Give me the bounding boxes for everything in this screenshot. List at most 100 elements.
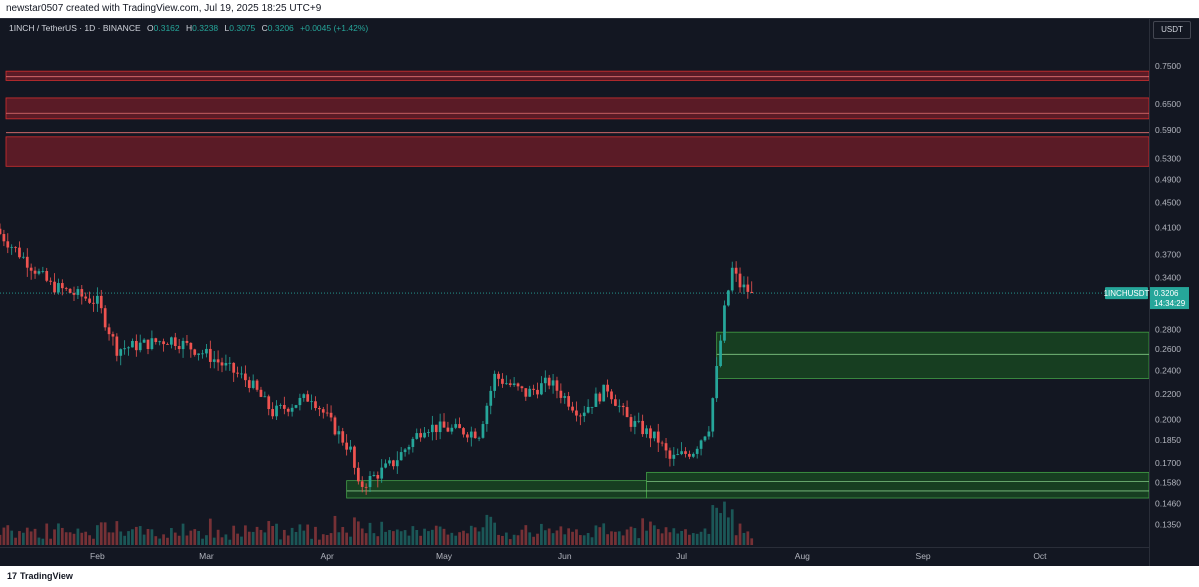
volume-bar <box>430 529 434 545</box>
resistance-zone-1 <box>5 97 1150 120</box>
volume-bar <box>259 529 263 545</box>
candle-countdown-label: 14:34:29 <box>1154 299 1186 308</box>
candle-body <box>267 396 271 410</box>
candle-body <box>314 401 317 409</box>
time-tick-label: Mar <box>199 551 214 561</box>
candle-body <box>368 475 372 488</box>
candle-body <box>208 348 212 362</box>
volume-bar <box>384 531 387 545</box>
price-chart[interactable]: 0.7500 0.6500 0.5900 0.5300 0.4900 0.4500 0.41… <box>0 19 1199 566</box>
candle-body <box>493 373 497 391</box>
price-tick-label: 0.3700 <box>1155 250 1181 260</box>
candle-body <box>131 340 134 348</box>
volume-bar <box>33 528 37 545</box>
candle-body <box>181 340 185 350</box>
candle-body <box>481 424 485 438</box>
volume-bar <box>524 525 528 545</box>
candle-body <box>201 353 204 355</box>
volume-bar <box>645 530 648 545</box>
volume-bar <box>80 532 84 545</box>
currency-unit-button[interactable]: USDT <box>1153 21 1191 39</box>
candle-body <box>621 405 625 408</box>
volume-bar <box>392 531 395 545</box>
candle-body <box>228 362 232 364</box>
volume-bar <box>162 534 165 545</box>
volume-bar <box>508 539 512 545</box>
candle-body <box>263 396 267 398</box>
open-label: O <box>147 23 154 33</box>
symbol-legend: 1INCH / TetherUS · 1D · BINANCE O0.3162 … <box>9 23 368 33</box>
candles-layer <box>0 223 754 495</box>
candle-body <box>290 407 294 412</box>
volume-bar <box>734 535 738 545</box>
candle-body <box>610 391 613 400</box>
candle-body <box>127 347 130 349</box>
volume-bar <box>267 521 271 545</box>
candle-body <box>134 340 138 351</box>
volume-bar <box>29 531 33 545</box>
candle-body <box>415 433 419 439</box>
candle-body <box>6 241 10 248</box>
tradingview-logo[interactable]: 17 TradingView <box>7 571 73 581</box>
volume-bar <box>298 524 302 545</box>
candle-body <box>586 406 590 413</box>
volume-bar <box>263 532 267 545</box>
chart-pane[interactable]: 0.7500 0.6500 0.5900 0.5300 0.4900 0.4500 0.41… <box>0 18 1199 566</box>
candle-body <box>356 467 360 482</box>
candle-body <box>37 271 41 274</box>
volume-bar <box>602 523 606 545</box>
candle-body <box>88 298 91 303</box>
candle-body <box>224 363 228 366</box>
candle-body <box>411 438 415 447</box>
candle-body <box>504 383 508 385</box>
candle-body <box>259 389 263 397</box>
volume-bar <box>290 527 294 545</box>
volume-bar <box>220 537 224 545</box>
volume-bar <box>76 528 80 545</box>
volume-bar <box>96 525 99 545</box>
time-tick-label: Oct <box>1033 551 1047 561</box>
candle-body <box>699 440 703 449</box>
volume-bar <box>150 529 154 545</box>
volume-bar <box>123 535 127 545</box>
symbol-name[interactable]: 1INCH / TetherUS · 1D · BINANCE <box>9 23 141 33</box>
candle-body <box>212 359 216 362</box>
candle-body <box>392 460 395 467</box>
time-scale-labels: Feb Mar Apr May Jun Jul Aug Sep Oct <box>90 551 1047 561</box>
candle-body <box>497 373 500 379</box>
volume-bar <box>376 536 380 545</box>
candle-body <box>337 431 341 435</box>
volume-bar <box>547 528 551 545</box>
volume-bar <box>466 533 469 545</box>
candle-body <box>232 362 236 373</box>
candle-body <box>244 373 247 381</box>
volume-bar <box>201 538 204 545</box>
volume-bar <box>532 536 535 545</box>
time-tick-label: Jun <box>558 551 572 561</box>
volume-bar <box>606 534 609 545</box>
candle-body <box>423 432 426 438</box>
price-tick-label: 0.1460 <box>1155 498 1181 508</box>
candle-body <box>76 289 80 295</box>
low-label: L <box>224 23 230 33</box>
volume-bar <box>512 534 516 545</box>
volume-bar <box>633 528 637 545</box>
volume-bar <box>528 532 532 545</box>
candle-body <box>68 288 72 293</box>
candle-body <box>746 284 750 292</box>
candle-body <box>489 390 493 406</box>
volume-bar <box>37 537 41 545</box>
candle-body <box>170 337 173 345</box>
candle-body <box>103 308 107 328</box>
candle-body <box>629 417 633 427</box>
high-value: 0.3238 <box>192 23 219 33</box>
volume-bar <box>255 526 259 545</box>
candle-body <box>2 234 6 242</box>
candle-body <box>711 398 715 432</box>
volume-bar <box>707 533 711 545</box>
candle-body <box>617 405 621 407</box>
candle-body <box>154 338 158 342</box>
volume-bar <box>22 532 25 545</box>
volume-bar <box>598 527 602 545</box>
footer-bar: 17 TradingView <box>0 566 1199 587</box>
